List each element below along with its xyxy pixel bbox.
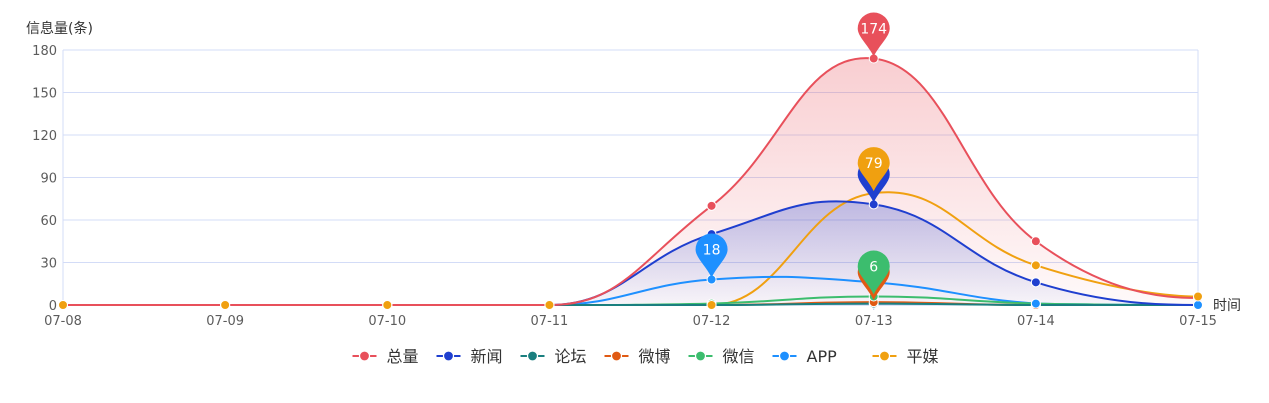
- axes: 信息量(条) 时间: [26, 20, 1241, 314]
- y-axis-title: 信息量(条): [26, 20, 93, 37]
- x-axis-title: 时间: [1213, 298, 1241, 314]
- y-tick-label: 30: [40, 257, 57, 272]
- legend-label: 微博: [639, 347, 671, 366]
- data-point-APP[interactable]: [1193, 300, 1203, 310]
- legend-item-新闻[interactable]: 新闻: [436, 347, 503, 366]
- series-lines: [63, 57, 1199, 307]
- data-point-APP[interactable]: [1030, 298, 1041, 309]
- marker-label: 6: [869, 260, 878, 276]
- value-markers: 174 79 6 18: [695, 12, 890, 301]
- data-point-平媒[interactable]: [382, 300, 393, 310]
- x-tick-label: 07-15: [1179, 314, 1217, 329]
- data-point-总量[interactable]: [706, 200, 717, 211]
- grid: 0 30 60 90 120 150 180 07-08 07-09 07-10 07-11 07-1…: [32, 44, 1217, 329]
- legend-label: 总量: [387, 347, 419, 366]
- legend-label: 新闻: [471, 347, 503, 366]
- legend[interactable]: 总量 新闻 论坛 微博 微信 APP 平媒: [352, 347, 939, 366]
- data-point-平媒[interactable]: [706, 300, 717, 310]
- marker-label: 18: [703, 243, 721, 259]
- y-tick-label: 0: [49, 299, 57, 314]
- data-point-平媒[interactable]: [1030, 260, 1041, 271]
- x-tick-label: 07-11: [531, 314, 569, 329]
- legend-item-总量[interactable]: 总量: [352, 347, 419, 366]
- marker-label: 79: [865, 156, 883, 172]
- legend-item-微博[interactable]: 微博: [604, 347, 671, 366]
- legend-item-论坛[interactable]: 论坛: [520, 347, 587, 366]
- area-新闻: [63, 201, 1198, 305]
- y-tick-label: 120: [32, 129, 57, 144]
- y-tick-label: 90: [40, 172, 57, 187]
- data-point-平媒[interactable]: [1193, 291, 1203, 302]
- y-tick-label: 150: [32, 87, 57, 102]
- data-point-平媒[interactable]: [220, 300, 231, 310]
- x-tick-label: 07-09: [206, 314, 244, 329]
- value-marker-总量[interactable]: 174: [857, 12, 890, 57]
- x-tick-label: 07-10: [368, 314, 406, 329]
- value-marker-微信[interactable]: 6: [857, 250, 890, 295]
- y-tick-label: 60: [40, 214, 57, 229]
- marker-label: 174: [860, 22, 887, 38]
- x-tick-label: 07-13: [855, 314, 893, 329]
- area-fills: [63, 58, 1198, 305]
- data-point-新闻[interactable]: [1030, 277, 1041, 288]
- x-tick-label: 07-08: [44, 314, 82, 329]
- x-tick-label: 07-14: [1017, 314, 1055, 329]
- legend-label: 微信: [723, 347, 755, 366]
- legend-item-平媒[interactable]: 平媒: [872, 347, 939, 366]
- data-point-总量[interactable]: [1030, 236, 1041, 247]
- value-marker-APP[interactable]: 18: [695, 233, 728, 278]
- value-marker-平媒[interactable]: 79: [857, 147, 890, 192]
- data-point-平媒[interactable]: [544, 300, 555, 310]
- data-point-平媒[interactable]: [58, 300, 68, 310]
- area-总量: [63, 58, 1198, 305]
- legend-label: 平媒: [907, 347, 939, 366]
- legend-label: 论坛: [555, 347, 587, 366]
- legend-label: APP: [807, 347, 838, 366]
- x-tick-label: 07-12: [693, 314, 731, 329]
- series-line-总量[interactable]: [63, 57, 1199, 307]
- legend-item-APP[interactable]: APP: [772, 347, 838, 366]
- y-tick-label: 180: [32, 44, 57, 59]
- legend-item-微信[interactable]: 微信: [688, 347, 755, 366]
